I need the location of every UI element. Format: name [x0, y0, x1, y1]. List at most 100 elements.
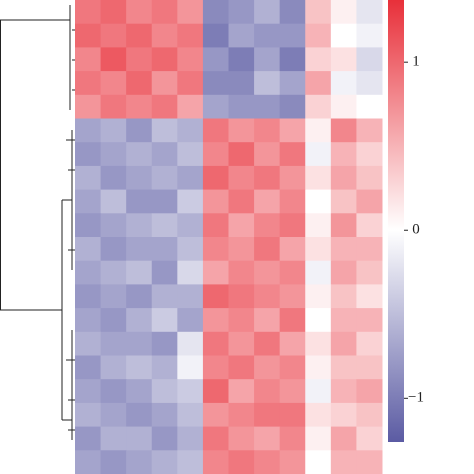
heatmap-cell	[177, 284, 204, 309]
heatmap-cell	[228, 450, 255, 474]
heatmap-cell	[202, 189, 229, 214]
heatmap-cell	[356, 237, 383, 262]
heatmap-cell	[279, 402, 306, 428]
heatmap-cell	[305, 0, 332, 25]
heatmap-cell	[126, 331, 153, 356]
heatmap-cell	[100, 213, 127, 238]
heatmap-cell	[356, 308, 383, 333]
heatmap-cell	[305, 260, 332, 285]
heatmap-cell	[100, 355, 127, 380]
heatmap-cell	[228, 189, 255, 214]
heatmap-cell	[126, 402, 153, 428]
heatmap-cell	[126, 118, 153, 143]
heatmap-cell	[151, 23, 178, 48]
heatmap-cell	[254, 260, 281, 285]
heatmap-cell	[254, 379, 281, 404]
dendrogram	[0, 5, 75, 440]
heatmap-cell	[228, 71, 255, 96]
heatmap-cell	[279, 426, 306, 451]
heatmap-cell	[177, 0, 204, 25]
heatmap-cell	[305, 355, 332, 380]
heatmap-cell	[305, 284, 332, 309]
heatmap-cell	[202, 118, 229, 143]
heatmap-cell	[75, 23, 102, 48]
heatmap-cell	[305, 402, 332, 428]
heatmap-cell	[330, 355, 357, 380]
heatmap-cell	[100, 331, 127, 356]
heatmap-cell	[126, 426, 153, 451]
heatmap-cell	[202, 165, 229, 191]
heatmap-cell	[279, 118, 306, 143]
heatmap-cell	[305, 308, 332, 333]
heatmap-cell	[254, 213, 281, 238]
heatmap-cell	[75, 142, 102, 167]
heatmap-cell	[177, 450, 204, 474]
heatmap-cell	[356, 426, 383, 451]
heatmap-cell	[228, 355, 255, 380]
heatmap-cell	[279, 331, 306, 356]
heatmap-cell	[100, 94, 127, 119]
heatmap-cell	[279, 189, 306, 214]
heatmap-cell	[126, 142, 153, 167]
heatmap-cell	[356, 142, 383, 167]
heatmap-cell	[100, 379, 127, 404]
heatmap-cell	[356, 165, 383, 191]
heatmap-cell	[177, 260, 204, 285]
heatmap-cell	[330, 118, 357, 143]
heatmap-cell	[100, 118, 127, 143]
heatmap-cell	[75, 213, 102, 238]
heatmap-cell	[100, 237, 127, 262]
heatmap-cell	[75, 118, 102, 143]
heatmap-cell	[151, 71, 178, 96]
heatmap-cell	[305, 23, 332, 48]
heatmap-cell	[254, 118, 281, 143]
heatmap-cell	[75, 260, 102, 285]
heatmap-cell	[75, 402, 102, 428]
heatmap-cell	[151, 142, 178, 167]
heatmap-cell	[202, 308, 229, 333]
heatmap-cell	[228, 23, 255, 48]
heatmap-cell	[202, 94, 229, 119]
heatmap-cell	[279, 94, 306, 119]
heatmap-cell	[202, 355, 229, 380]
heatmap-cell	[254, 237, 281, 262]
heatmap-cell	[330, 237, 357, 262]
heatmap-cell	[202, 402, 229, 428]
heatmap-cell	[356, 47, 383, 72]
heatmap-cell	[228, 260, 255, 285]
heatmap-cell	[151, 165, 178, 191]
heatmap-cell	[356, 379, 383, 404]
heatmap-cell	[151, 308, 178, 333]
heatmap-cell	[228, 165, 255, 191]
heatmap-cell	[202, 71, 229, 96]
heatmap-cell	[279, 284, 306, 309]
heatmap-cell	[228, 142, 255, 167]
heatmap-cell	[356, 0, 383, 25]
heatmap-cell	[75, 0, 102, 25]
heatmap-cell	[330, 260, 357, 285]
heatmap-cell	[100, 71, 127, 96]
heatmap-cell	[126, 23, 153, 48]
heatmap-cell	[254, 426, 281, 451]
heatmap-cell	[202, 23, 229, 48]
heatmap-cell	[202, 331, 229, 356]
colorbar-tick-label: 0	[412, 222, 420, 238]
heatmap-cell	[228, 94, 255, 119]
heatmap-cell	[75, 284, 102, 309]
heatmap-cell	[126, 308, 153, 333]
heatmap-cell	[126, 0, 153, 25]
heatmap-cell	[100, 142, 127, 167]
heatmap-cell	[177, 237, 204, 262]
heatmap-cell	[151, 402, 178, 428]
heatmap-cell	[254, 189, 281, 214]
heatmap-cell	[75, 355, 102, 380]
heatmap-cell	[305, 189, 332, 214]
heatmap-cell	[330, 308, 357, 333]
heatmap-cell	[151, 0, 178, 25]
heatmap-cell	[151, 260, 178, 285]
heatmap-cell	[254, 71, 281, 96]
heatmap-cell	[356, 118, 383, 143]
heatmap-cell	[356, 355, 383, 380]
heatmap-cell	[75, 237, 102, 262]
colorbar-tick-label: −1	[408, 390, 424, 406]
